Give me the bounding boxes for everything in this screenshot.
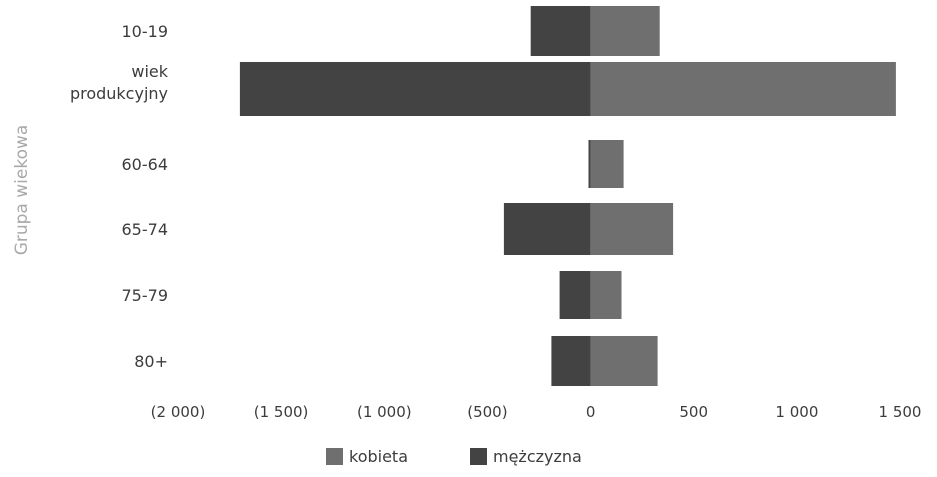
bar-kobieta-3 xyxy=(590,203,674,255)
bar-mezczyzna-4 xyxy=(559,271,591,319)
bar-mezczyzna-2 xyxy=(588,140,591,188)
x-tick-labels: (2 000) (1 500) (1 000) (500) 0 500 1 000 1 500 xyxy=(151,403,922,421)
legend-label-1: mężczyzna xyxy=(493,447,582,466)
bar-kobieta-2 xyxy=(590,140,624,188)
category-label-3: 65-74 xyxy=(122,220,169,239)
x-tick-label-7: 1 500 xyxy=(879,403,922,421)
x-tick-label-0: (2 000) xyxy=(151,403,206,421)
category-label-4: 75-79 xyxy=(122,286,169,305)
category-label-5: 80+ xyxy=(134,352,168,371)
x-tick-label-1: (1 500) xyxy=(254,403,309,421)
legend-swatch-0 xyxy=(326,448,343,465)
legend-swatch-1 xyxy=(470,448,487,465)
category-label-2: 60-64 xyxy=(122,155,169,174)
bar-mezczyzna-1 xyxy=(239,62,591,116)
x-tick-label-4: 0 xyxy=(586,403,596,421)
x-tick-label-2: (1 000) xyxy=(357,403,412,421)
category-labels: 10-19 wiek produkcyjny 60-64 65-74 75-79 80+ xyxy=(70,22,169,371)
bar-mezczyzna-5 xyxy=(551,336,591,386)
y-axis-title: Grupa wiekowa xyxy=(12,125,32,256)
bar-kobieta-0 xyxy=(590,6,660,56)
legend-label-0: kobieta xyxy=(349,447,408,466)
bars-group xyxy=(239,6,896,386)
category-label-1: wiek produkcyjny xyxy=(70,62,169,103)
x-tick-label-5: 500 xyxy=(679,403,708,421)
category-label-0: 10-19 xyxy=(122,22,169,41)
bar-mezczyzna-0 xyxy=(530,6,591,56)
bar-mezczyzna-3 xyxy=(503,203,591,255)
legend: kobieta mężczyzna xyxy=(326,447,582,466)
bar-kobieta-4 xyxy=(590,271,622,319)
bar-kobieta-1 xyxy=(590,62,896,116)
x-tick-label-3: (500) xyxy=(467,403,507,421)
bar-kobieta-5 xyxy=(590,336,658,386)
x-tick-label-6: 1 000 xyxy=(775,403,818,421)
